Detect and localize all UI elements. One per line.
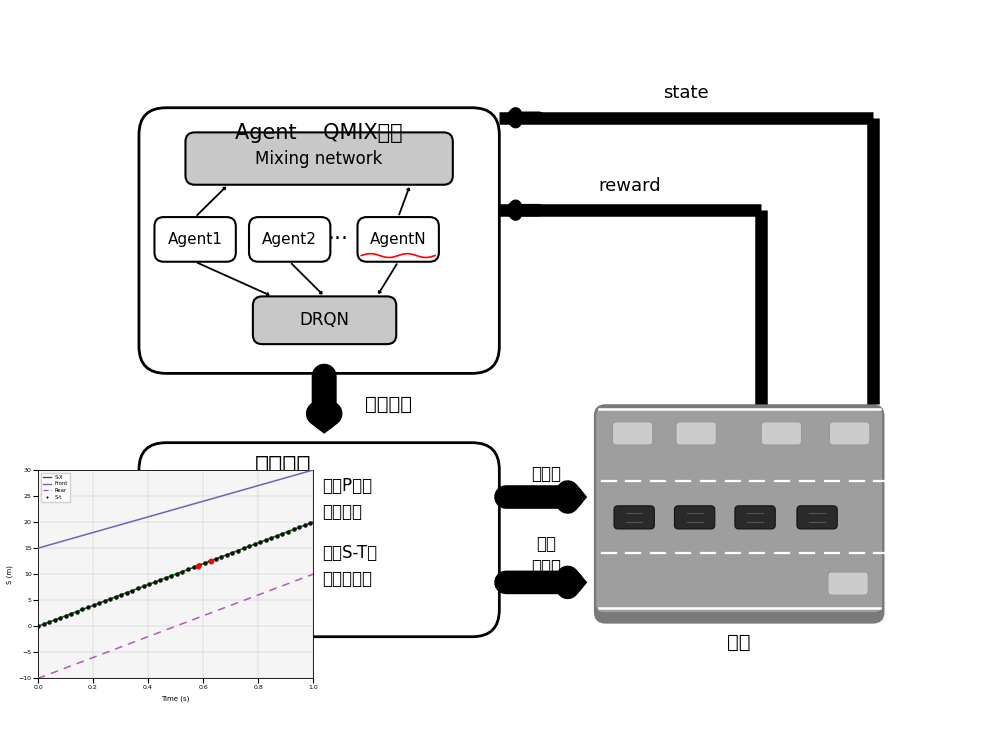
Point — [30, 621, 46, 632]
Point — [102, 593, 118, 605]
FancyBboxPatch shape — [674, 506, 715, 529]
Point — [247, 538, 263, 550]
FancyBboxPatch shape — [761, 422, 802, 445]
FancyBboxPatch shape — [358, 217, 439, 262]
Point — [180, 564, 196, 575]
Point — [97, 595, 113, 607]
Text: 纵向S-T图
优化加速度: 纵向S-T图 优化加速度 — [323, 544, 378, 588]
Point — [41, 616, 57, 628]
Point — [186, 561, 202, 573]
Point — [291, 521, 307, 533]
Point — [274, 528, 290, 539]
Point — [224, 547, 240, 558]
Point — [213, 551, 229, 563]
Point — [202, 556, 218, 567]
Text: reward: reward — [599, 177, 661, 194]
Text: 优化控制: 优化控制 — [255, 454, 311, 478]
Point — [47, 614, 63, 626]
FancyBboxPatch shape — [735, 506, 775, 529]
Point — [208, 553, 224, 565]
Point — [263, 532, 279, 544]
Point — [124, 585, 140, 596]
Text: DRQN: DRQN — [300, 311, 350, 329]
X-axis label: Time (s): Time (s) — [161, 695, 190, 702]
Point — [36, 618, 52, 630]
Y-axis label: S (m): S (m) — [7, 565, 13, 583]
Point — [119, 587, 135, 599]
Text: 航向角: 航向角 — [532, 465, 562, 483]
FancyBboxPatch shape — [614, 506, 654, 529]
Text: state: state — [663, 84, 709, 102]
FancyBboxPatch shape — [829, 422, 870, 445]
Text: Mixing network: Mixing network — [255, 150, 383, 167]
Point — [69, 606, 85, 618]
Point — [58, 610, 74, 621]
Point — [86, 599, 102, 611]
FancyBboxPatch shape — [612, 422, 653, 445]
Text: Agent    QMIX网络: Agent QMIX网络 — [235, 123, 403, 143]
FancyBboxPatch shape — [139, 107, 499, 374]
FancyBboxPatch shape — [797, 506, 837, 529]
Point — [91, 597, 107, 609]
FancyBboxPatch shape — [828, 572, 868, 595]
Point — [108, 591, 124, 602]
FancyBboxPatch shape — [154, 217, 236, 262]
Text: AgentN: AgentN — [370, 232, 426, 247]
Point — [141, 578, 157, 590]
Point — [52, 612, 68, 624]
Point — [63, 607, 79, 619]
Legend: S-X, Front, Rear, S-t: S-X, Front, Rear, S-t — [41, 473, 70, 501]
Point — [130, 583, 146, 594]
FancyBboxPatch shape — [253, 296, 396, 344]
Point — [163, 570, 179, 582]
Text: 决策输出: 决策输出 — [365, 395, 412, 414]
Point — [147, 576, 163, 588]
Point — [169, 568, 185, 580]
Point — [113, 589, 129, 601]
FancyBboxPatch shape — [594, 404, 885, 624]
Text: Agent2: Agent2 — [262, 232, 317, 247]
FancyBboxPatch shape — [139, 443, 499, 637]
Point — [280, 526, 296, 537]
Point — [197, 557, 213, 569]
Point — [136, 580, 152, 592]
Point — [286, 523, 302, 535]
Point — [219, 549, 235, 561]
Point — [203, 555, 219, 567]
Point — [269, 530, 285, 542]
Point — [74, 604, 90, 616]
Point — [190, 560, 206, 572]
Point — [80, 602, 96, 613]
Point — [258, 534, 274, 546]
Text: 横向P控制
计算航向: 横向P控制 计算航向 — [323, 477, 373, 521]
Point — [152, 574, 168, 586]
Point — [191, 559, 207, 571]
Point — [230, 545, 246, 556]
Point — [252, 537, 268, 548]
Text: 环境: 环境 — [727, 633, 751, 652]
FancyBboxPatch shape — [676, 422, 716, 445]
Text: Agent1: Agent1 — [168, 232, 223, 247]
Point — [241, 540, 257, 552]
FancyBboxPatch shape — [249, 217, 330, 262]
Point — [297, 520, 313, 531]
Point — [236, 542, 252, 554]
Text: 纵向
加速度: 纵向 加速度 — [532, 534, 562, 576]
FancyBboxPatch shape — [596, 408, 882, 612]
FancyBboxPatch shape — [185, 132, 453, 185]
Point — [302, 518, 318, 529]
Text: ···: ··· — [328, 230, 349, 249]
Point — [158, 572, 174, 584]
Point — [174, 566, 190, 577]
